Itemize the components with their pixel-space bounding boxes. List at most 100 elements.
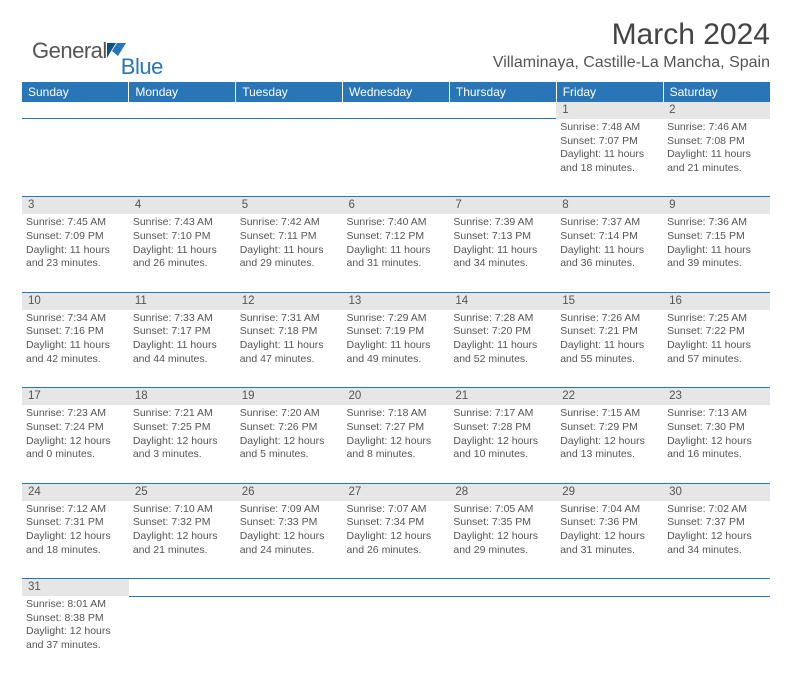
day-number-cell: 25 (129, 483, 236, 500)
daylight-text: Daylight: 11 hours and 21 minutes. (667, 148, 766, 175)
day-number-cell: 10 (22, 292, 129, 309)
day-data-cell: Sunrise: 7:39 AMSunset: 7:13 PMDaylight:… (449, 214, 556, 292)
day-data-cell: Sunrise: 7:29 AMSunset: 7:19 PMDaylight:… (343, 310, 450, 388)
daylight-text: Daylight: 12 hours and 21 minutes. (133, 530, 232, 557)
sunrise-text: Sunrise: 7:28 AM (453, 312, 552, 326)
day-data-cell (343, 119, 450, 197)
day-number-cell (236, 102, 343, 119)
daylight-text: Daylight: 11 hours and 47 minutes. (240, 339, 339, 366)
sunrise-text: Sunrise: 7:15 AM (560, 407, 659, 421)
sunset-text: Sunset: 7:36 PM (560, 516, 659, 530)
day-number-cell: 31 (22, 579, 129, 596)
day-data-cell (236, 596, 343, 674)
day-number-cell: 14 (449, 292, 556, 309)
day-data-cell: Sunrise: 7:02 AMSunset: 7:37 PMDaylight:… (663, 501, 770, 579)
weekday-wednesday: Wednesday (343, 82, 450, 102)
sunrise-text: Sunrise: 7:05 AM (453, 503, 552, 517)
sunset-text: Sunset: 7:31 PM (26, 516, 125, 530)
day-data-cell: Sunrise: 7:09 AMSunset: 7:33 PMDaylight:… (236, 501, 343, 579)
day-number-cell: 21 (449, 388, 556, 405)
month-year: March 2024 (493, 18, 770, 52)
day-number-row: 17181920212223 (22, 388, 770, 405)
day-number-cell: 29 (556, 483, 663, 500)
day-number-cell: 5 (236, 197, 343, 214)
daylight-text: Daylight: 12 hours and 31 minutes. (560, 530, 659, 557)
sunrise-text: Sunrise: 7:02 AM (667, 503, 766, 517)
sunrise-text: Sunrise: 7:39 AM (453, 216, 552, 230)
day-data-cell (22, 119, 129, 197)
day-data-cell: Sunrise: 7:36 AMSunset: 7:15 PMDaylight:… (663, 214, 770, 292)
day-data-cell (663, 596, 770, 674)
day-data-cell (129, 119, 236, 197)
day-data-cell: Sunrise: 7:12 AMSunset: 7:31 PMDaylight:… (22, 501, 129, 579)
day-data-cell (449, 119, 556, 197)
weekday-friday: Friday (556, 82, 663, 102)
daylight-text: Daylight: 12 hours and 18 minutes. (26, 530, 125, 557)
sunrise-text: Sunrise: 7:43 AM (133, 216, 232, 230)
day-number-cell: 12 (236, 292, 343, 309)
sunrise-text: Sunrise: 7:20 AM (240, 407, 339, 421)
sunset-text: Sunset: 7:14 PM (560, 230, 659, 244)
calendar-table: Sunday Monday Tuesday Wednesday Thursday… (22, 82, 770, 674)
weekday-monday: Monday (129, 82, 236, 102)
day-number-cell: 30 (663, 483, 770, 500)
sunset-text: Sunset: 7:10 PM (133, 230, 232, 244)
day-number-cell: 9 (663, 197, 770, 214)
sunset-text: Sunset: 7:16 PM (26, 325, 125, 339)
day-number-cell: 3 (22, 197, 129, 214)
weekday-header-row: Sunday Monday Tuesday Wednesday Thursday… (22, 82, 770, 102)
daylight-text: Daylight: 11 hours and 29 minutes. (240, 244, 339, 271)
day-number-cell: 23 (663, 388, 770, 405)
day-number-cell: 2 (663, 102, 770, 119)
day-data-cell: Sunrise: 7:40 AMSunset: 7:12 PMDaylight:… (343, 214, 450, 292)
sunrise-text: Sunrise: 7:07 AM (347, 503, 446, 517)
day-number-cell: 26 (236, 483, 343, 500)
daylight-text: Daylight: 11 hours and 42 minutes. (26, 339, 125, 366)
sunrise-text: Sunrise: 7:21 AM (133, 407, 232, 421)
daylight-text: Daylight: 11 hours and 31 minutes. (347, 244, 446, 271)
day-data-cell: Sunrise: 7:13 AMSunset: 7:30 PMDaylight:… (663, 405, 770, 483)
day-number-cell (22, 102, 129, 119)
day-data-cell: Sunrise: 7:23 AMSunset: 7:24 PMDaylight:… (22, 405, 129, 483)
day-data-cell: Sunrise: 7:46 AMSunset: 7:08 PMDaylight:… (663, 119, 770, 197)
day-data-cell: Sunrise: 7:33 AMSunset: 7:17 PMDaylight:… (129, 310, 236, 388)
sunrise-text: Sunrise: 7:13 AM (667, 407, 766, 421)
day-data-row: Sunrise: 7:23 AMSunset: 7:24 PMDaylight:… (22, 405, 770, 483)
day-number-cell: 22 (556, 388, 663, 405)
sunset-text: Sunset: 7:15 PM (667, 230, 766, 244)
day-data-row: Sunrise: 7:34 AMSunset: 7:16 PMDaylight:… (22, 310, 770, 388)
weekday-tuesday: Tuesday (236, 82, 343, 102)
daylight-text: Daylight: 11 hours and 23 minutes. (26, 244, 125, 271)
day-data-row: Sunrise: 8:01 AMSunset: 8:38 PMDaylight:… (22, 596, 770, 674)
day-data-row: Sunrise: 7:12 AMSunset: 7:31 PMDaylight:… (22, 501, 770, 579)
day-number-row: 3456789 (22, 197, 770, 214)
sunrise-text: Sunrise: 7:36 AM (667, 216, 766, 230)
daylight-text: Daylight: 12 hours and 34 minutes. (667, 530, 766, 557)
daylight-text: Daylight: 11 hours and 55 minutes. (560, 339, 659, 366)
daylight-text: Daylight: 12 hours and 3 minutes. (133, 435, 232, 462)
daylight-text: Daylight: 12 hours and 13 minutes. (560, 435, 659, 462)
sunset-text: Sunset: 7:33 PM (240, 516, 339, 530)
sunset-text: Sunset: 8:38 PM (26, 612, 125, 626)
day-number-cell: 4 (129, 197, 236, 214)
day-data-cell (129, 596, 236, 674)
day-number-row: 31 (22, 579, 770, 596)
day-number-cell: 24 (22, 483, 129, 500)
day-data-cell: Sunrise: 7:15 AMSunset: 7:29 PMDaylight:… (556, 405, 663, 483)
daylight-text: Daylight: 11 hours and 52 minutes. (453, 339, 552, 366)
day-data-cell: Sunrise: 7:21 AMSunset: 7:25 PMDaylight:… (129, 405, 236, 483)
day-data-cell: Sunrise: 7:45 AMSunset: 7:09 PMDaylight:… (22, 214, 129, 292)
day-number-row: 10111213141516 (22, 292, 770, 309)
day-number-cell: 13 (343, 292, 450, 309)
daylight-text: Daylight: 12 hours and 37 minutes. (26, 625, 125, 652)
day-number-cell (556, 579, 663, 596)
sunrise-text: Sunrise: 7:46 AM (667, 121, 766, 135)
day-data-cell: Sunrise: 7:05 AMSunset: 7:35 PMDaylight:… (449, 501, 556, 579)
sunset-text: Sunset: 7:35 PM (453, 516, 552, 530)
sunset-text: Sunset: 7:25 PM (133, 421, 232, 435)
day-data-row: Sunrise: 7:45 AMSunset: 7:09 PMDaylight:… (22, 214, 770, 292)
day-number-row: 24252627282930 (22, 483, 770, 500)
day-number-cell: 19 (236, 388, 343, 405)
day-data-cell: Sunrise: 7:26 AMSunset: 7:21 PMDaylight:… (556, 310, 663, 388)
day-data-cell: Sunrise: 7:31 AMSunset: 7:18 PMDaylight:… (236, 310, 343, 388)
